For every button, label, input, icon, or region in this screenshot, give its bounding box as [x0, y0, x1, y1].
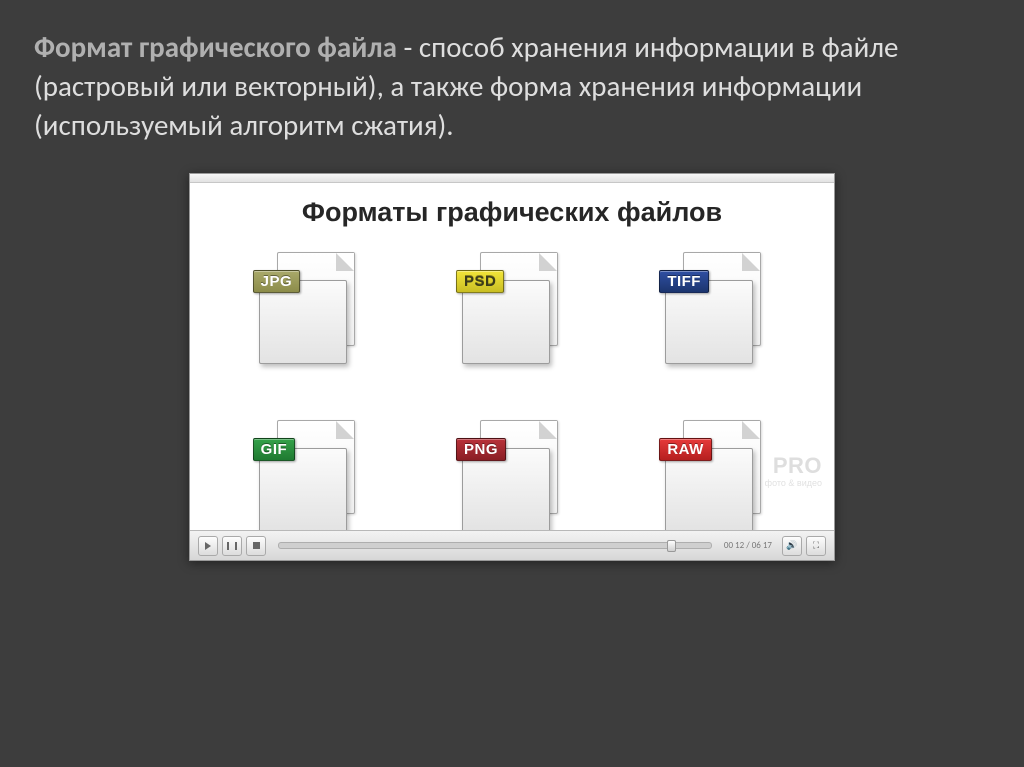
watermark-big: PRO — [765, 455, 822, 477]
player-content: Форматы графических файлов JPG PSD TIFF GIF… — [190, 183, 834, 530]
file-format-tag: PNG — [456, 438, 506, 461]
slide: Формат графического файла - способ хране… — [0, 0, 1024, 767]
file-format-tag: PSD — [456, 270, 504, 293]
formats-grid: JPG PSD TIFF GIF PNG RAW — [212, 252, 812, 532]
file-front-page — [462, 280, 550, 364]
file-front-page — [462, 448, 550, 532]
pause-button[interactable] — [222, 536, 242, 556]
file-front-page — [259, 448, 347, 532]
file-icon-psd: PSD — [462, 252, 562, 364]
volume-button[interactable]: 🔊 — [782, 536, 802, 556]
file-format-tag: RAW — [659, 438, 712, 461]
embedded-player: Форматы графических файлов JPG PSD TIFF GIF… — [189, 173, 835, 561]
file-icon-tiff: TIFF — [665, 252, 765, 364]
panel-title: Форматы графических файлов — [212, 197, 812, 228]
player-controls: 00 12 / 06 17 🔊 ⛶ — [190, 530, 834, 560]
file-front-page — [259, 280, 347, 364]
progress-bar[interactable] — [278, 542, 712, 549]
watermark: PRO фото & видео — [765, 455, 822, 488]
headline: Формат графического файла - способ хране… — [34, 28, 974, 145]
file-format-tag: GIF — [253, 438, 296, 461]
play-button[interactable] — [198, 536, 218, 556]
time-display: 00 12 / 06 17 — [724, 540, 772, 551]
file-icon-gif: GIF — [259, 420, 359, 532]
watermark-small: фото & видео — [765, 479, 822, 488]
file-format-tag: JPG — [253, 270, 301, 293]
file-format-tag: TIFF — [659, 270, 709, 293]
player-content-wrap: Форматы графических файлов JPG PSD TIFF GIF… — [190, 183, 834, 530]
player-titlebar — [190, 174, 834, 183]
file-front-page — [665, 280, 753, 364]
file-icon-jpg: JPG — [259, 252, 359, 364]
file-icon-png: PNG — [462, 420, 562, 532]
stop-button[interactable] — [246, 536, 266, 556]
file-icon-raw: RAW — [665, 420, 765, 532]
fullscreen-button[interactable]: ⛶ — [806, 536, 826, 556]
headline-term: Формат графического файла — [34, 29, 397, 65]
progress-thumb[interactable] — [667, 540, 676, 552]
file-front-page — [665, 448, 753, 532]
